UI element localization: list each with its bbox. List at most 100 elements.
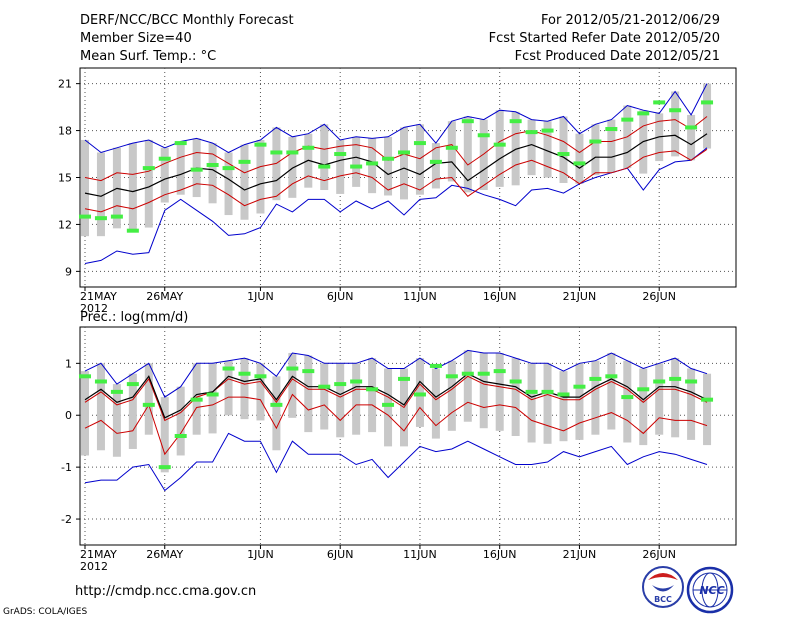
x-tick-label: 21JUN (563, 548, 597, 561)
spread-bar (160, 397, 169, 473)
green-marker (398, 376, 410, 381)
spread-bar (368, 358, 377, 433)
x-tick-label: 1JUN (247, 548, 274, 561)
x-tick-label: 16JUN (483, 290, 517, 303)
green-marker (493, 142, 506, 147)
green-marker (461, 371, 474, 376)
ensemble-mean-line (84, 372, 708, 419)
green-marker (302, 145, 315, 150)
spread-bar (144, 139, 153, 228)
title-line-1: DERF/NCC/BCC Monthly Forecast (80, 13, 294, 28)
footer-credit: GrADS: COLA/IGES (3, 607, 87, 617)
x-tick-label: 26MAY (146, 290, 183, 303)
spread-bar (176, 141, 185, 195)
spread-bar (256, 363, 265, 421)
green-marker (190, 167, 203, 172)
y-tick-label: 15 (58, 172, 72, 185)
spread-bar (607, 119, 616, 173)
precipitation-panel: -2 -1 0 1 21MAY 26MAY 1JUN 6JUN 11JUN 16JUN 21JUN 2… (61, 326, 737, 573)
spread-bar (671, 91, 680, 157)
spread-bar (240, 144, 249, 220)
spread-bar (176, 386, 185, 456)
green-marker (637, 111, 650, 116)
green-marker (445, 374, 458, 379)
x-tick-label: 21MAY (80, 290, 117, 303)
lower-bound-line (84, 432, 708, 492)
spread-bar (96, 152, 105, 237)
green-marker (126, 228, 139, 233)
spread-bar (304, 355, 313, 433)
spread-bar (81, 371, 89, 456)
green-marker (541, 128, 554, 133)
spread-bar (479, 352, 488, 429)
green-marker (79, 214, 91, 219)
upper-inner-line (84, 375, 708, 422)
green-marker (573, 161, 586, 166)
x-tick-label: 21MAY (80, 548, 117, 561)
green-marker (382, 402, 395, 407)
green-marker (557, 392, 570, 397)
green-marker (398, 150, 410, 155)
y-tick-label: 0 (65, 409, 72, 422)
green-marker (110, 389, 123, 394)
spread-bar (559, 371, 568, 442)
spread-bar (575, 133, 584, 184)
upper-bound-line (84, 83, 708, 154)
x-year-label: 2012 (80, 302, 108, 315)
spread-bar (384, 136, 393, 196)
green-marker (445, 145, 458, 150)
spread-bar (320, 124, 329, 191)
spread-bar (607, 352, 616, 430)
green-marker (605, 374, 618, 379)
forecast-produced-date: Fcst Produced Date 2012/05/21 (515, 49, 720, 64)
x-tick-label: 16JUN (483, 548, 517, 561)
green-marker (366, 161, 379, 166)
forecast-period: For 2012/05/21-2012/06/29 (541, 13, 720, 28)
green-marker (509, 379, 522, 384)
spread-bar (655, 363, 664, 435)
green-marker (557, 152, 570, 157)
spread-bar (384, 368, 393, 447)
green-marker (79, 374, 91, 379)
green-marker (350, 379, 363, 384)
forecast-start-date: Fcst Started Refer Date 2012/05/20 (489, 31, 720, 46)
ensemble-mean-line (84, 133, 708, 197)
bcc-logo: BCC (642, 566, 684, 608)
green-marker (509, 119, 522, 124)
green-marker (477, 371, 490, 376)
green-marker (589, 376, 602, 381)
spread-bar (336, 363, 345, 438)
spread-bar (144, 363, 153, 435)
title-line-2: Member Size=40 (80, 31, 192, 46)
title-line-3: Mean Surf. Temp.: °C (80, 49, 216, 64)
spread-bar (575, 363, 584, 440)
lower-inner-line (84, 148, 708, 213)
upper-inner-line (84, 116, 708, 182)
green-marker (366, 387, 379, 392)
bcc-logo-text: BCC (654, 595, 672, 604)
spread-bar (352, 136, 361, 187)
green-marker (334, 152, 347, 157)
ncc-logo-text: NCC (699, 584, 724, 597)
spread-bar (479, 119, 488, 191)
spread-bar (272, 376, 281, 451)
green-marker (413, 392, 426, 397)
green-marker (685, 379, 698, 384)
ncc-logo: NCC (686, 566, 734, 614)
spread-bar (543, 121, 552, 178)
green-marker (158, 156, 171, 161)
y-tick-label: 9 (65, 265, 72, 278)
green-marker (621, 117, 634, 122)
green-marker (669, 108, 682, 113)
green-marker (493, 369, 506, 374)
footer-url: http://cmdp.ncc.cma.gov.cn (75, 584, 256, 599)
green-marker (254, 142, 267, 147)
spread-bar (527, 119, 536, 176)
spread-bar (352, 363, 361, 435)
spread-bar (511, 358, 520, 436)
spread-bar (128, 143, 137, 232)
spread-bar (288, 352, 297, 418)
green-marker (525, 130, 538, 135)
spread-bar (671, 358, 680, 438)
